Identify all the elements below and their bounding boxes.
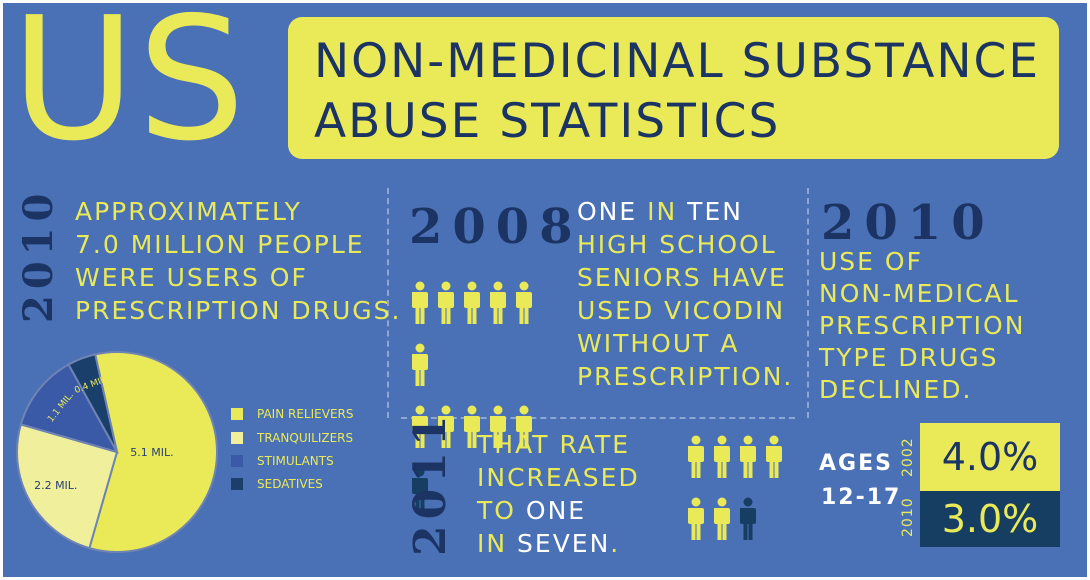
text-line: ONE IN TEN [577,195,793,228]
text-line: NON-MEDICAL [819,279,1020,308]
panel-decline-text: USE OF NON-MEDICAL PRESCRIPTION TYPE DRU… [819,246,1025,406]
text-line: USED VICODIN [577,296,786,325]
legend-pain-relievers: PAIN RELIEVERS [231,407,353,421]
person-icon [410,343,430,387]
person-icon-highlighted [738,497,758,541]
text-word: IN [477,529,508,558]
legend-sedatives: SEDATIVES [231,477,323,491]
person-icon [436,281,456,325]
highlight-word: TEN [687,197,743,226]
highlight-word: ONE [577,197,638,226]
legend-stimulants: STIMULANTS [231,454,334,468]
us-heading: US [11,3,248,179]
person-icon [686,497,706,541]
person-icon [462,405,482,449]
text-line: SENIORS HAVE [577,263,787,292]
legend-swatch [231,478,243,490]
title-line-1: NON-MEDICINAL SUBSTANCE [314,34,1041,89]
text-word: IN [647,197,678,226]
person-icon [712,435,732,479]
person-icon [462,281,482,325]
ages-label: AGES [819,451,893,476]
legend-swatch [231,455,243,467]
text-word: . [610,529,621,558]
year-2010-vertical: 2010 [15,187,62,323]
pie-label: 5.1 MIL. [130,446,173,459]
panel-2010-text: APPROXIMATELY 7.0 MILLION PEOPLE WERE US… [75,195,401,327]
people-icons-2008 [407,281,559,529]
legend-label: TRANQUILIZERS [257,431,354,445]
highlight-word: ONE [525,496,587,525]
pie-label: 2.2 MIL. [34,479,77,492]
year-2011-vertical: 2011 [405,409,456,556]
person-icon [410,281,430,325]
stat-year-2002: 2002 [900,437,916,477]
person-icon [488,281,508,325]
pie-slice-stimulants [19,363,120,454]
text-line: PRESCRIPTION. [577,362,794,391]
year-2010-decline: 2010 [821,195,995,251]
panel-2011-text: THAT RATE INCREASED TO ONE IN SEVEN. [477,428,640,560]
legend-swatch [231,432,243,444]
divider-middle [401,417,795,419]
text-word: TO [477,496,516,525]
highlight-word: SEVEN [517,529,611,558]
text-line: APPROXIMATELY [75,197,302,226]
text-line: PRESCRIPTION [819,311,1026,340]
text-line: WERE USERS OF [75,263,308,292]
legend-tranquilizers: TRANQUILIZERS [231,431,353,445]
stat-year-2010: 2010 [900,497,916,537]
text-line: USE OF [819,247,923,276]
pie-slice-tranquilizers [16,423,119,550]
person-icon [410,405,430,449]
text-line: WITHOUT A [577,329,740,358]
title-banner: NON-MEDICINAL SUBSTANCE ABUSE STATISTICS [288,17,1059,159]
text-line: 7.0 MILLION PEOPLE [75,230,365,259]
person-icon [488,405,508,449]
title-line-2: ABUSE STATISTICS [314,94,781,149]
person-icon [514,405,534,449]
text-line: TO ONE [477,494,640,527]
infographic: US NON-MEDICINAL SUBSTANCE ABUSE STATIST… [3,3,1087,577]
text-line: INCREASED [477,463,640,492]
pie-chart: 5.1 MIL.2.2 MIL.1.1 MIL.0.4 MIL. [16,351,218,553]
ages-range: 12-17 [821,485,902,510]
pie-slice-sedatives [67,353,118,453]
text-line: DECLINED. [819,375,973,404]
person-icon [712,497,732,541]
text-line: PRESCRIPTION DRUGS. [75,296,402,325]
stat-value-2010: 3.0% [920,491,1060,547]
text-line: TYPE DRUGS [819,343,999,372]
text-line: HIGH SCHOOL [577,230,777,259]
person-icon [514,281,534,325]
panel-2008-text: ONE IN TEN HIGH SCHOOL SENIORS HAVE USED… [577,195,793,393]
pie-slice-pain-relievers [88,351,218,553]
person-icon-highlighted [410,467,430,511]
legend-swatch [231,408,243,420]
legend-label: PAIN RELIEVERS [257,407,354,421]
person-icon [436,405,456,449]
person-icon [764,435,784,479]
year-2008: 2008 [409,199,583,255]
divider-left [387,188,389,418]
text-line: IN SEVEN. [477,527,640,560]
person-icon [738,435,758,479]
text-line: THAT RATE [477,430,631,459]
divider-right [807,188,809,418]
stat-value-2002: 4.0% [920,423,1060,491]
people-icons-2011 [683,435,787,559]
legend-label: SEDATIVES [257,477,323,491]
person-icon [686,435,706,479]
legend-label: STIMULANTS [257,454,334,468]
